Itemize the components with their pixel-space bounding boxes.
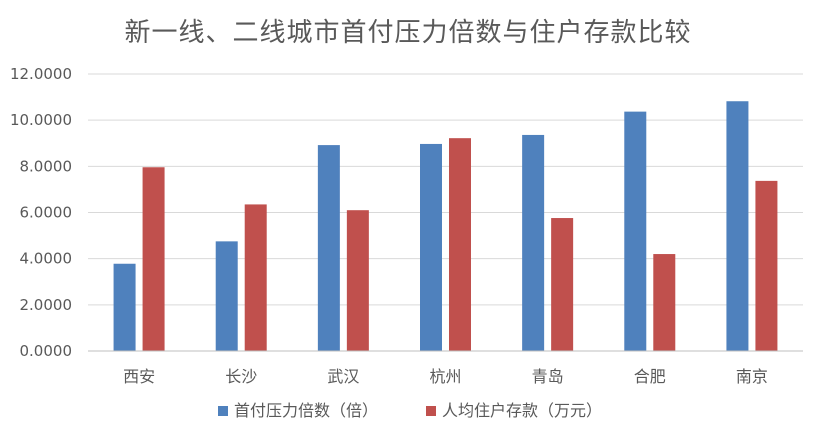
bar-down-payment-ratio	[522, 134, 545, 351]
gridlines	[88, 73, 803, 306]
bar-down-payment-ratio	[726, 101, 749, 351]
bar-household-deposit	[755, 180, 778, 351]
x-category-label: 西安	[123, 367, 155, 386]
y-tick-label: 12.0000	[10, 65, 72, 83]
category-labels: 西安 长沙 武汉 杭州 青岛 合肥 南京	[123, 367, 768, 386]
bar-down-payment-ratio	[215, 241, 238, 351]
bar-household-deposit	[142, 167, 165, 351]
y-axis-ticks: 0.0000 2.0000 4.0000 6.0000 8.0000 10.0000 12.…	[10, 65, 72, 360]
bar-household-deposit	[346, 210, 369, 351]
bar-household-deposit	[449, 138, 471, 351]
bars	[113, 101, 778, 352]
y-tick-label: 0.0000	[20, 342, 73, 360]
bar-household-deposit	[653, 254, 676, 351]
x-category-label: 杭州	[429, 367, 461, 386]
legend-label: 首付压力倍数（倍）	[234, 401, 378, 420]
y-tick-label: 4.0000	[20, 250, 73, 268]
bar-household-deposit	[244, 204, 267, 351]
x-category-label: 合肥	[634, 367, 666, 386]
bar-down-payment-ratio	[113, 263, 136, 351]
bar-down-payment-ratio	[420, 143, 442, 351]
bar-down-payment-ratio	[317, 145, 340, 351]
x-category-label: 武汉	[327, 367, 359, 386]
y-tick-label: 2.0000	[20, 296, 73, 314]
legend: 首付压力倍数（倍） 人均住户存款（万元）	[218, 401, 602, 420]
legend-swatch	[426, 406, 436, 416]
legend-label: 人均住户存款（万元）	[442, 401, 602, 420]
bar-household-deposit	[551, 218, 574, 351]
x-category-label: 长沙	[225, 367, 257, 386]
legend-swatch	[218, 406, 228, 416]
y-tick-label: 8.0000	[20, 157, 73, 175]
y-tick-label: 10.0000	[10, 111, 72, 129]
x-category-label: 青岛	[532, 367, 564, 386]
y-tick-label: 6.0000	[20, 204, 73, 222]
bar-down-payment-ratio	[624, 111, 647, 352]
chart-title: 新一线、二线城市首付压力倍数与住户存款比较	[124, 18, 692, 48]
x-category-label: 南京	[736, 367, 768, 386]
